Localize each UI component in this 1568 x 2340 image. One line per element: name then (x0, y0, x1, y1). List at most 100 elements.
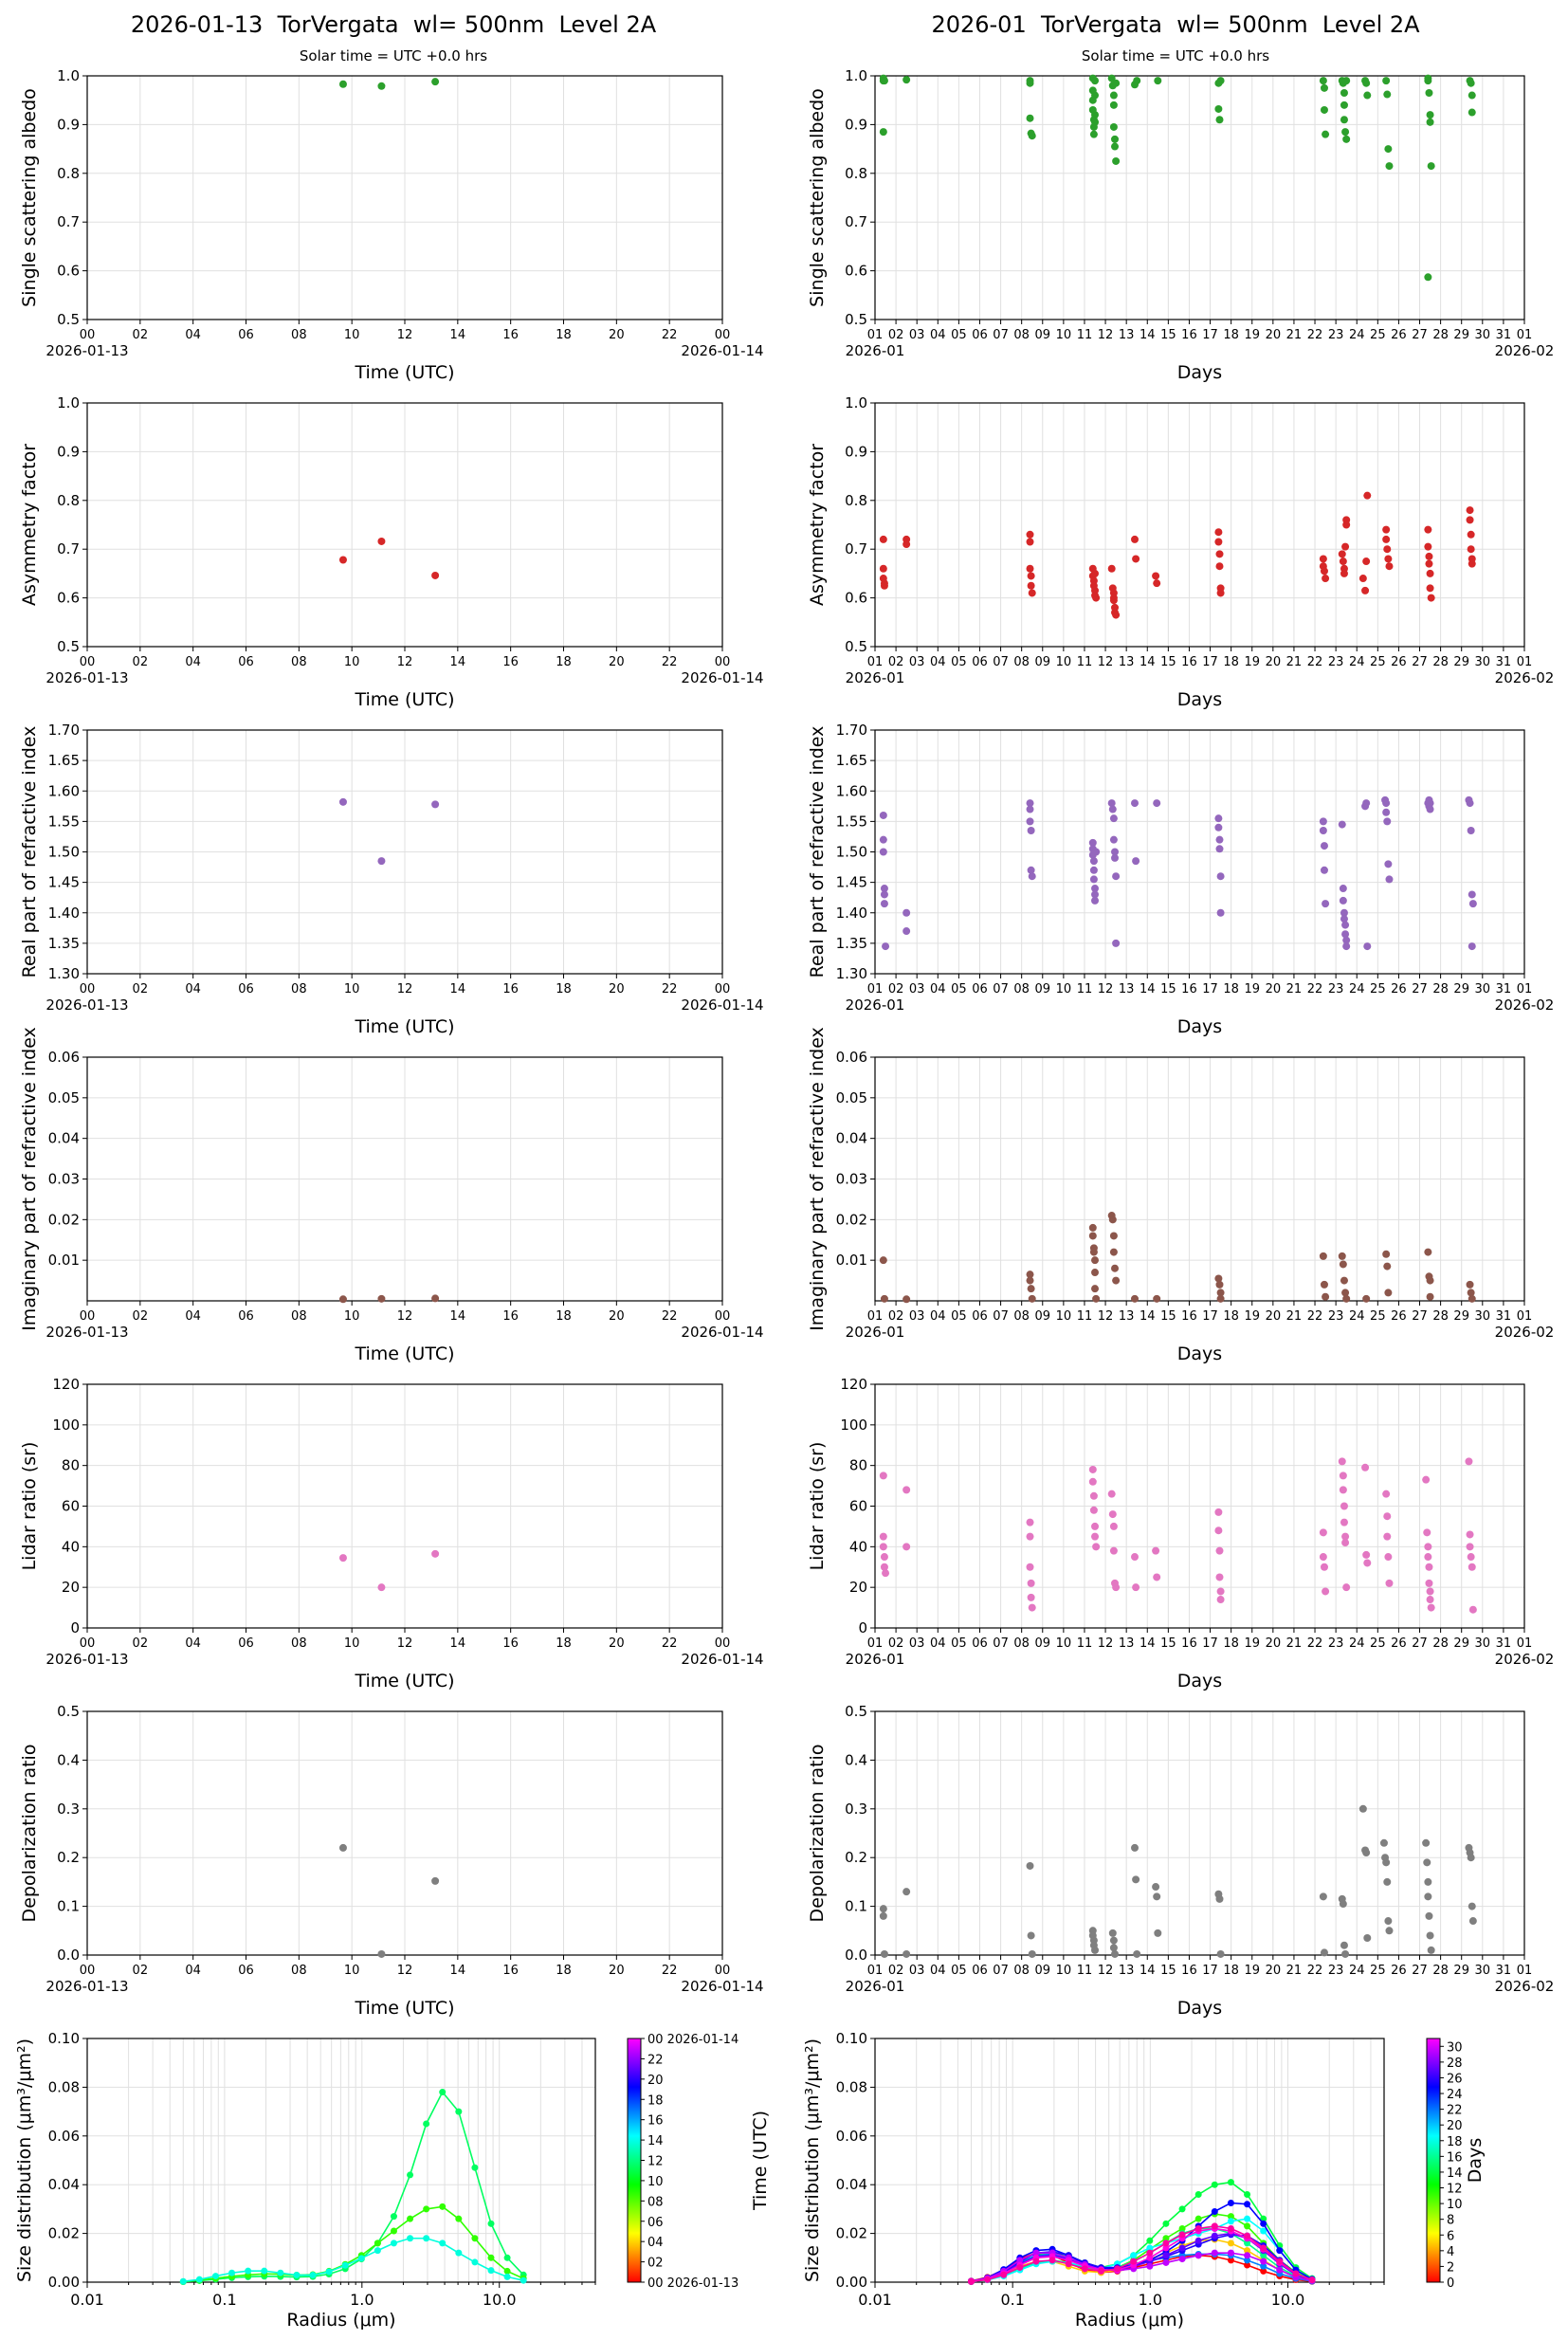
x-axis-label: Time (UTC) (354, 689, 454, 710)
data-point (1026, 530, 1034, 539)
x-tick-label: 27 (1412, 655, 1428, 669)
y-tick-label: 0.03 (836, 1171, 867, 1188)
data-point (1111, 135, 1120, 143)
x-tick-label: 11 (1077, 328, 1093, 342)
data-point (1363, 942, 1372, 951)
x-tick-label: 26 (1391, 655, 1407, 669)
x-tick-label: 10 (344, 1636, 360, 1651)
y-tick-label: 20 (849, 1579, 867, 1596)
data-point (1342, 1294, 1351, 1303)
data-point (1216, 872, 1225, 881)
x-tick-label: 04 (185, 982, 201, 996)
data-point (1319, 1892, 1327, 1901)
y-tick-label: 0.5 (845, 1703, 867, 1720)
series-point (1032, 2249, 1040, 2257)
data-point (1339, 1900, 1347, 1909)
data-point (1026, 1276, 1034, 1285)
data-point (879, 1472, 887, 1480)
x-end-date-label: 2026-01-14 (681, 342, 763, 359)
data-point (1339, 1472, 1347, 1480)
x-tick-label: 05 (951, 1309, 967, 1324)
data-point (1028, 1949, 1036, 1958)
x-tick-label: 00 (80, 982, 96, 996)
x-tick-label: 0.01 (70, 2291, 104, 2309)
data-point (1319, 77, 1327, 85)
x-tick-label: 25 (1370, 328, 1386, 342)
data-point (1108, 805, 1117, 814)
y-tick-label: 0.04 (836, 1130, 867, 1147)
x-tick-label: 22 (1307, 328, 1323, 342)
series-point (439, 2239, 447, 2247)
data-point (1424, 1877, 1432, 1886)
data-point (1362, 799, 1371, 808)
x-tick-label: 06 (238, 1636, 254, 1651)
data-point (1384, 1289, 1393, 1297)
x-tick-label: 06 (238, 982, 254, 996)
x-start-date-label: 2026-01-13 (46, 342, 128, 359)
x-start-date-label: 2026-01 (846, 1651, 905, 1668)
x-tick-label: 03 (909, 328, 925, 342)
y-tick-label: 80 (62, 1457, 80, 1474)
x-tick-label: 00 (715, 655, 731, 669)
series-point (471, 2258, 479, 2266)
x-tick-label: 02 (888, 655, 904, 669)
series-point (1244, 2215, 1251, 2222)
data-point (1112, 1276, 1121, 1285)
x-tick-label: 14 (1140, 1964, 1156, 1978)
data-point (1384, 1553, 1393, 1562)
data-point (1385, 1927, 1394, 1935)
data-point (1112, 939, 1121, 947)
x-tick-label: 01 (867, 328, 884, 342)
x-tick-label: 16 (502, 328, 519, 342)
data-point (879, 848, 887, 856)
x-tick-label: 03 (909, 655, 925, 669)
x-tick-label: 09 (1035, 1636, 1051, 1651)
colorbar-tick-label: 10 (647, 2175, 664, 2189)
series-point (1260, 2220, 1267, 2227)
y-tick-label: 0.7 (845, 213, 867, 230)
data-point (1088, 1223, 1097, 1232)
x-tick-label: 23 (1328, 1964, 1344, 1978)
series-point (1244, 2252, 1251, 2259)
x-tick-label: 13 (1119, 1636, 1135, 1651)
series-point (1211, 2207, 1218, 2215)
x-tick-label: 01 (1517, 1636, 1533, 1651)
x-axis-label: Radius (μm) (1075, 2310, 1184, 2331)
x-tick-label: 02 (888, 982, 904, 996)
series-point (1065, 2260, 1072, 2268)
data-point (431, 1549, 440, 1558)
x-tick-label: 24 (1349, 1964, 1365, 1978)
x-tick-label: 00 (80, 328, 96, 342)
x-tick-label: 02 (888, 1309, 904, 1324)
x-tick-label: 14 (1140, 328, 1156, 342)
data-point (1215, 562, 1224, 571)
data-point (338, 1554, 347, 1563)
data-point (1340, 101, 1348, 109)
x-tick-label: 21 (1286, 1636, 1303, 1651)
y-tick-label: 0.05 (836, 1089, 867, 1106)
x-start-date-label: 2026-01 (846, 996, 905, 1014)
x-tick-label: 01 (867, 1964, 884, 1978)
x-start-date-label: 2026-01-13 (46, 1978, 128, 1995)
x-tick-label: 19 (1244, 328, 1260, 342)
x-tick-label: 00 (80, 1636, 96, 1651)
series-point (1114, 2265, 1121, 2273)
colorbar-tick-label: 12 (1447, 2183, 1463, 2197)
data-point (377, 857, 386, 866)
data-point (879, 1256, 887, 1265)
data-point (1028, 872, 1036, 881)
data-point (1089, 875, 1098, 884)
x-tick-label: 06 (972, 328, 988, 342)
data-point (1215, 116, 1224, 124)
series-point (1244, 2201, 1251, 2208)
data-point (377, 82, 386, 90)
data-point (1426, 1587, 1434, 1596)
series-point (390, 2213, 397, 2221)
data-point (1215, 1280, 1224, 1289)
x-tick-label: 22 (662, 1309, 678, 1324)
data-point (1108, 1510, 1117, 1519)
x-tick-label: 11 (1077, 1964, 1093, 1978)
series-point (1308, 2276, 1316, 2284)
x-tick-label: 08 (1013, 1964, 1030, 1978)
x-tick-label: 15 (1160, 1964, 1176, 1978)
